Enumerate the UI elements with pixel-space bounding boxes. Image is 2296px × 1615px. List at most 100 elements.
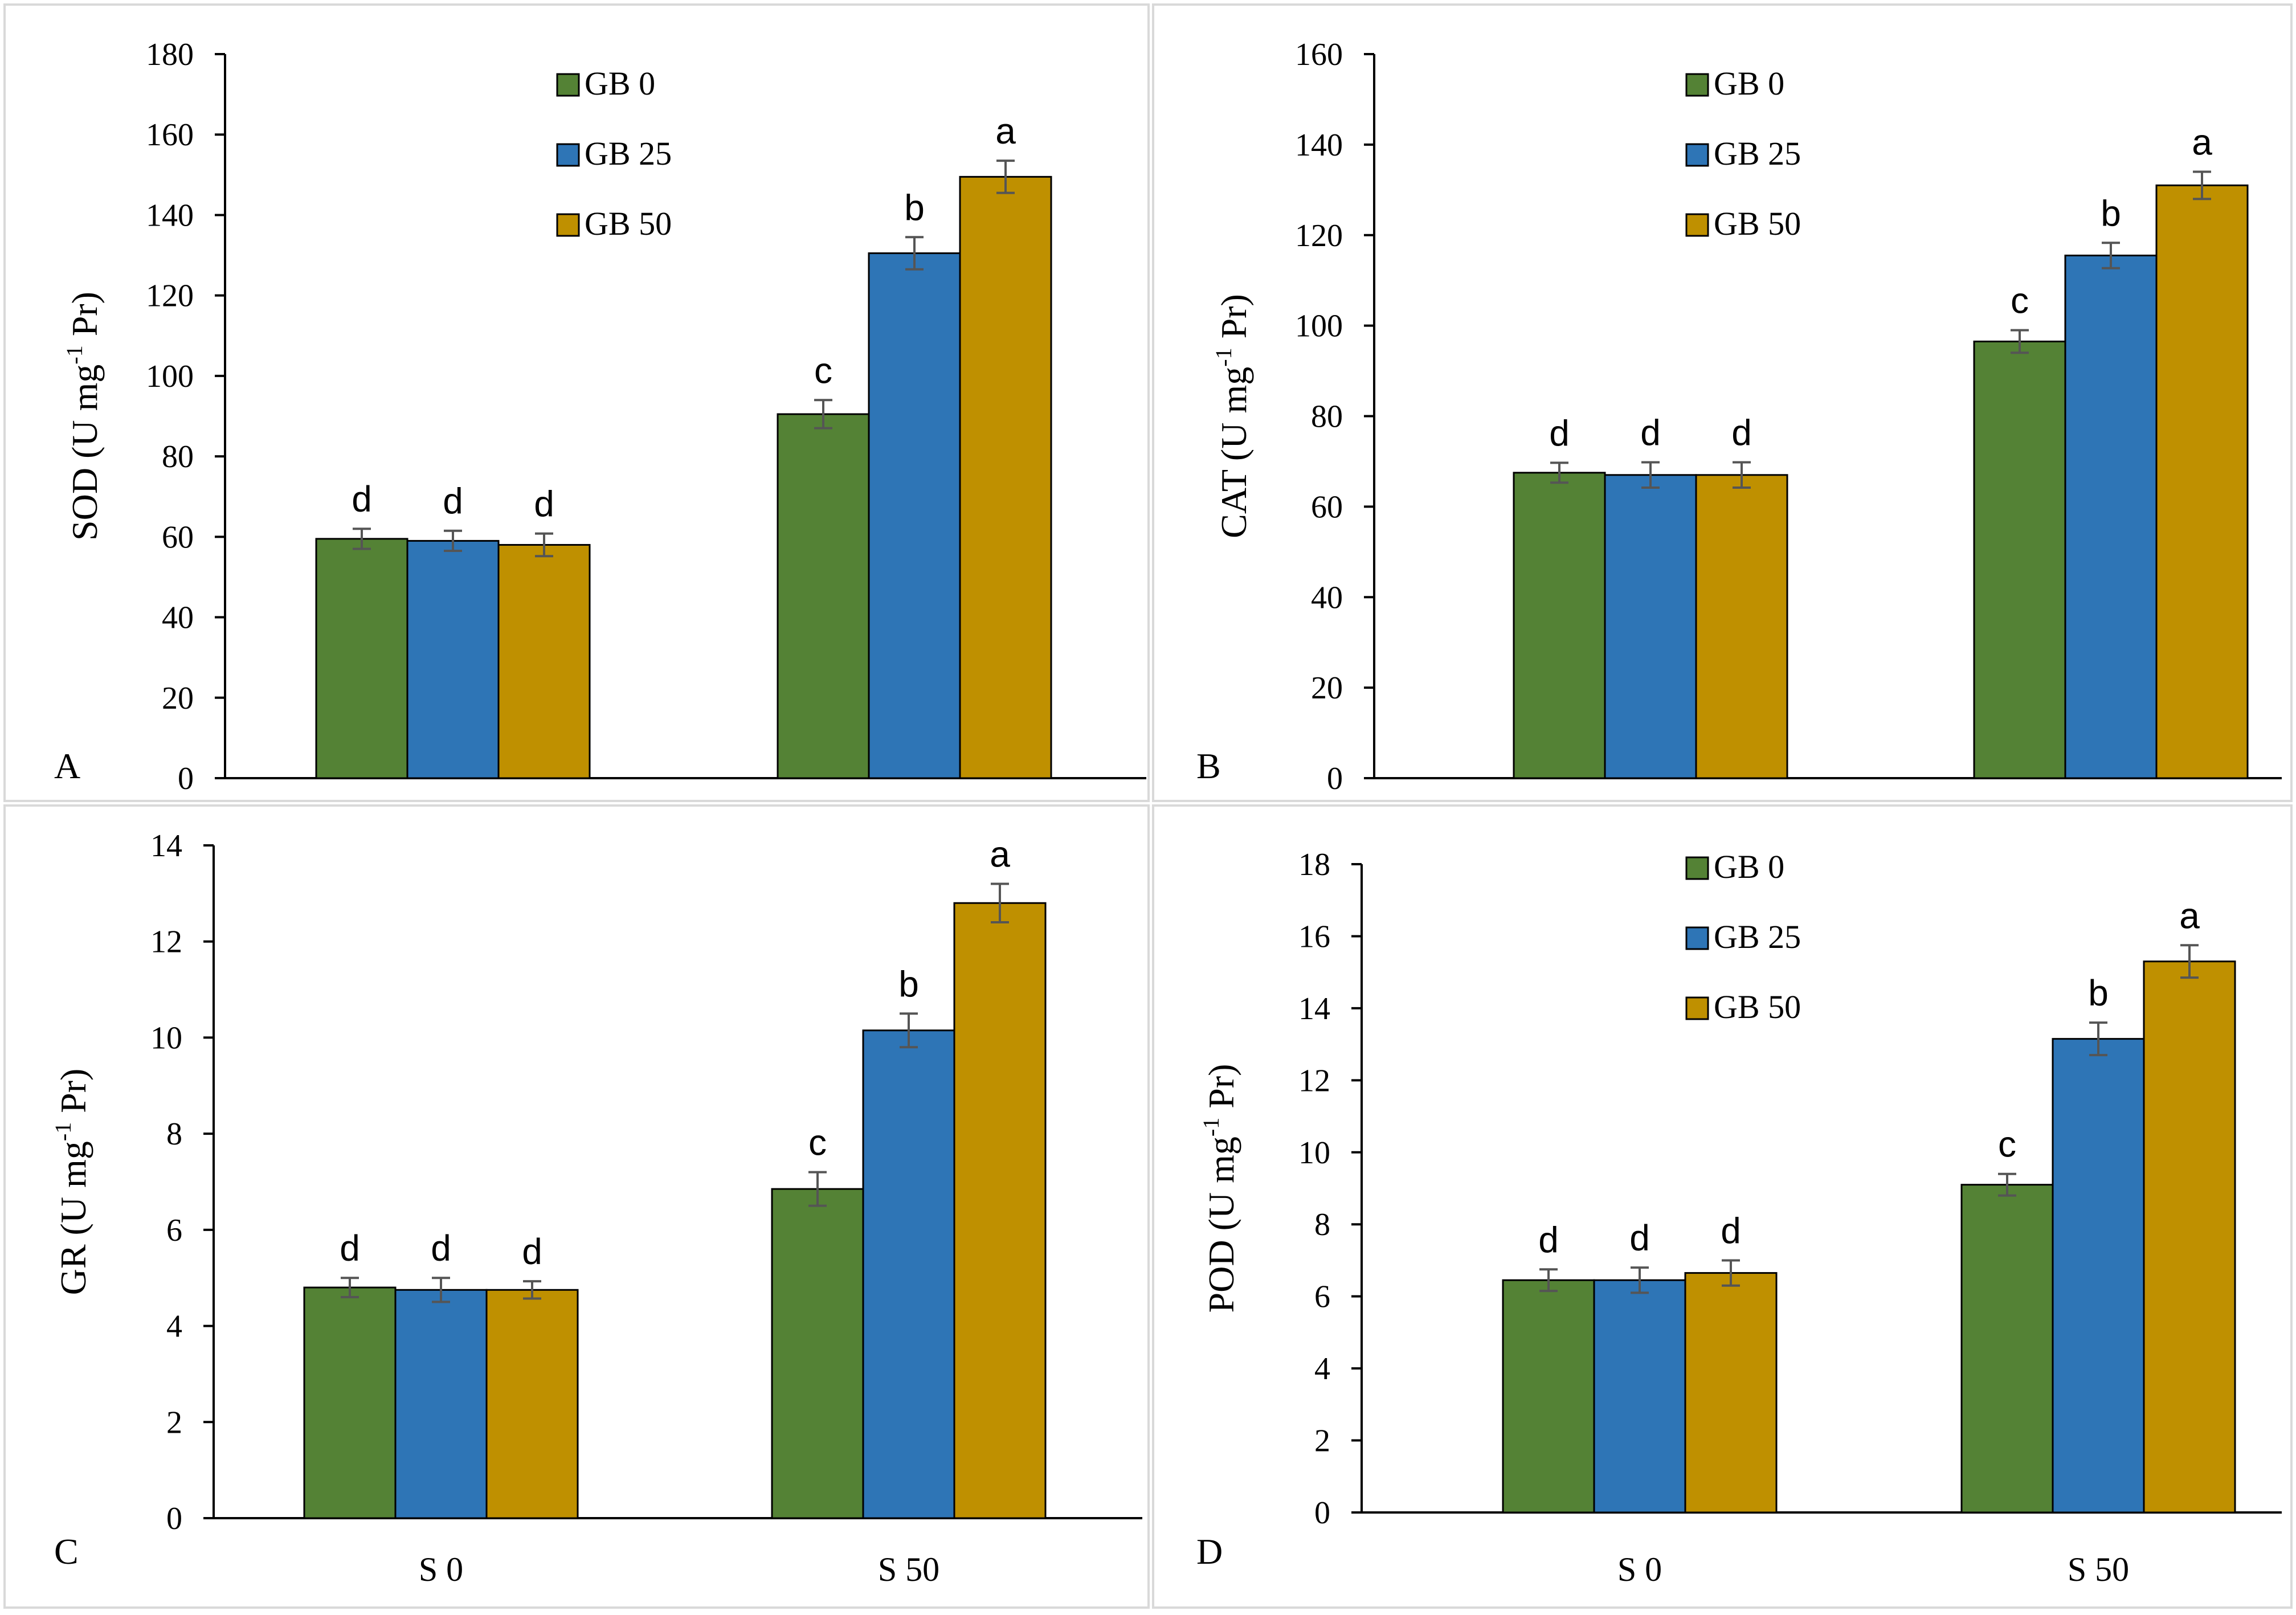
y-axis-title-superscript: -1 bbox=[1211, 347, 1236, 366]
panel-b-y-tick-label: 40 bbox=[1311, 580, 1343, 615]
panel-b-y-tick-label: 60 bbox=[1311, 489, 1343, 525]
panel-b-significance-letter: b bbox=[2101, 193, 2121, 234]
panel-a-significance-letter: d bbox=[443, 481, 463, 522]
panel-c-bar-gb50-s0 bbox=[485, 1289, 579, 1519]
panel-d-y-tick-label: 12 bbox=[1298, 1063, 1330, 1098]
panel-a-y-tick-label: 120 bbox=[146, 279, 194, 314]
panel-a-y-tick-label: 40 bbox=[162, 600, 194, 636]
panel-a-y-axis-title: SOD (U mg-1 Pr) bbox=[62, 292, 105, 541]
panel-d-y-tick-label: 0 bbox=[1314, 1495, 1330, 1531]
y-axis-title-tail: Pr) bbox=[1214, 294, 1254, 347]
panel-c-y-tick-label: 12 bbox=[150, 925, 182, 960]
y-axis-title-tail: Pr) bbox=[1201, 1064, 1241, 1118]
panel-a-y-tick-label: 140 bbox=[146, 198, 194, 233]
panel-b-significance-letter: d bbox=[1640, 412, 1661, 453]
panel-b-y-tick-label: 0 bbox=[1327, 761, 1343, 796]
panel-a-legend-label-gb25: GB 25 bbox=[585, 135, 672, 172]
panel-a-y-tick-label: 20 bbox=[162, 681, 194, 716]
y-axis-title-main: SOD (U mg bbox=[64, 365, 105, 541]
panel-d-y-tick-label: 2 bbox=[1314, 1424, 1330, 1459]
panel-c-bar-gb25-s50 bbox=[862, 1029, 955, 1519]
panel-c-bar-gb50-s50 bbox=[953, 902, 1047, 1519]
panel-c-border bbox=[3, 804, 1150, 1609]
panel-d-y-tick-label: 4 bbox=[1314, 1351, 1330, 1387]
panel-c-significance-letter: d bbox=[431, 1228, 451, 1269]
panel-a-legend-label-gb0: GB 0 bbox=[585, 65, 655, 102]
y-axis-title-tail: Pr) bbox=[64, 292, 105, 345]
panel-b-bar-gb0-s50 bbox=[1973, 340, 2066, 779]
panel-d-y-tick-label: 14 bbox=[1298, 991, 1330, 1027]
panel-a-bar-gb0-s50 bbox=[777, 413, 870, 779]
panel-d-y-axis-title: POD (U mg-1 Pr) bbox=[1198, 1064, 1241, 1313]
panel-c-y-tick-label: 2 bbox=[166, 1405, 182, 1440]
panel-b-legend-swatch-gb25 bbox=[1685, 143, 1709, 167]
panel-c-x-tick-label: S 0 bbox=[419, 1551, 463, 1588]
panel-b-legend-label-gb50: GB 50 bbox=[1714, 205, 1801, 242]
panel-c-y-tick-label: 8 bbox=[166, 1117, 182, 1152]
panel-b-legend-label-gb25: GB 25 bbox=[1714, 135, 1801, 172]
panel-c-significance-letter: c bbox=[808, 1122, 827, 1163]
panel-d-significance-letter: d bbox=[1721, 1210, 1741, 1251]
panel-b-y-tick-label: 120 bbox=[1295, 218, 1343, 254]
panel-c-significance-letter: a bbox=[990, 833, 1010, 874]
panel-b-label: B bbox=[1196, 746, 1221, 786]
panel-c-y-axis-title: GR (U mg-1 Pr) bbox=[50, 1069, 93, 1295]
panel-c-significance-letter: d bbox=[340, 1228, 360, 1269]
panel-a-legend-swatch-gb50 bbox=[556, 213, 580, 237]
panel-d-y-tick-label: 6 bbox=[1314, 1279, 1330, 1315]
panel-a-legend-label-gb50: GB 50 bbox=[585, 205, 672, 242]
panel-d-significance-letter: d bbox=[1629, 1217, 1650, 1258]
panel-d-significance-letter: c bbox=[1998, 1124, 2016, 1165]
panel-b-bar-gb50-s0 bbox=[1695, 474, 1788, 779]
panel-a-label: A bbox=[54, 746, 80, 786]
panel-a-bar-gb0-s0 bbox=[315, 538, 408, 779]
panel-c-label: C bbox=[54, 1531, 79, 1572]
panel-a-group: 0 20 40 60 80 100 120 140 160 180 SOD (U mg-1 Pr) d… bbox=[3, 3, 1150, 802]
y-axis-title-main: POD (U mg bbox=[1201, 1136, 1241, 1313]
panel-b-bar-gb50-s50 bbox=[2155, 184, 2249, 779]
panel-b-group: 0 20 40 60 80 100 120 140 160 CAT (U mg-1 Pr) d d d c… bbox=[1152, 3, 2293, 802]
y-axis-title-main: CAT (U mg bbox=[1214, 367, 1254, 538]
panel-b-significance-letter: d bbox=[1731, 412, 1752, 453]
panel-c-y-tick-label: 0 bbox=[166, 1501, 182, 1536]
panel-d-significance-letter: d bbox=[1538, 1219, 1559, 1260]
panel-d-label: D bbox=[1196, 1531, 1223, 1572]
panel-d-legend-swatch-gb0 bbox=[1685, 856, 1709, 880]
panel-a-significance-letter: d bbox=[534, 484, 554, 525]
panel-d-bar-gb25-s50 bbox=[2052, 1038, 2145, 1514]
panel-c-y-tick-label: 6 bbox=[166, 1213, 182, 1248]
panel-a-y-tick-label: 80 bbox=[162, 439, 194, 475]
panel-b-y-tick-label: 100 bbox=[1295, 309, 1343, 344]
y-axis-title-main: GR (U mg bbox=[53, 1141, 93, 1295]
panel-d-x-tick-label: S 50 bbox=[2068, 1551, 2129, 1588]
panel-c-significance-letter: b bbox=[898, 963, 919, 1004]
panel-a-y-tick-label: 100 bbox=[146, 359, 194, 394]
panel-d-border bbox=[1152, 804, 2293, 1609]
panel-c-bar-gb0-s50 bbox=[771, 1188, 864, 1519]
panel-d-y-tick-label: 10 bbox=[1298, 1135, 1330, 1171]
panel-a-legend-swatch-gb0 bbox=[556, 73, 580, 97]
panel-d-y-tick-label: 16 bbox=[1298, 919, 1330, 954]
panel-c-bar-gb0-s0 bbox=[303, 1286, 397, 1519]
panel-a-y-tick-label: 60 bbox=[162, 520, 194, 555]
panel-b-bar-gb0-s0 bbox=[1513, 472, 1606, 779]
panel-b-bar-gb25-s50 bbox=[2064, 254, 2158, 779]
panel-b-y-tick-label: 160 bbox=[1295, 37, 1343, 72]
panel-d-bar-gb0-s50 bbox=[1960, 1184, 2054, 1514]
panel-b-significance-letter: c bbox=[2011, 280, 2029, 321]
panel-d-bar-gb0-s0 bbox=[1502, 1279, 1595, 1514]
panel-c-y-tick-label: 4 bbox=[166, 1309, 182, 1344]
panel-d-significance-letter: b bbox=[2088, 972, 2109, 1013]
panel-b-legend-swatch-gb0 bbox=[1685, 73, 1709, 97]
panel-a-y-tick-label: 180 bbox=[146, 37, 194, 72]
panel-b-y-tick-label: 140 bbox=[1295, 128, 1343, 163]
panel-b-y-tick-label: 20 bbox=[1311, 670, 1343, 706]
panel-c-significance-letter: d bbox=[522, 1231, 542, 1272]
panel-b-y-axis-title: CAT (U mg-1 Pr) bbox=[1211, 294, 1254, 538]
panel-c-y-tick-label: 14 bbox=[150, 828, 182, 864]
panel-d-group: 0 2 4 6 8 10 12 14 16 18 POD (U mg-1 Pr) d d d S 0 c b a S… bbox=[1152, 804, 2293, 1609]
y-axis-title-superscript: -1 bbox=[1198, 1118, 1224, 1136]
panel-a-bar-gb25-s0 bbox=[406, 539, 500, 779]
